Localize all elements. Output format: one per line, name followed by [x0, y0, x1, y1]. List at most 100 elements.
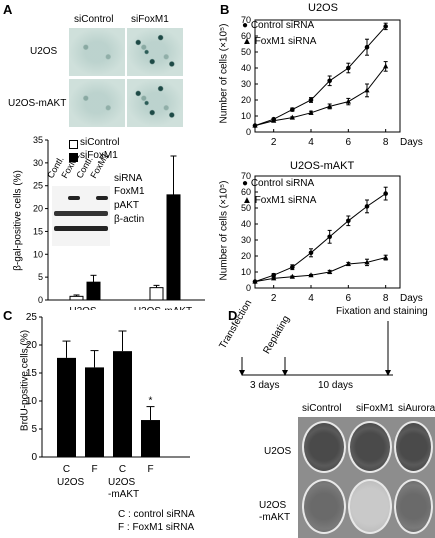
chart-b-bottom-point-foxm1: [289, 273, 295, 279]
legend-b-top-control: ● Control siRNA: [242, 20, 315, 31]
chart-c-significance-star: *: [149, 396, 153, 407]
panel-label-d: D: [228, 308, 238, 323]
micro-row-u2os-makt: U2OS-mAKT: [8, 98, 67, 109]
chart-c-group-u2os-makt-2: -mAKT: [108, 489, 140, 500]
chart-b-bottom: 0 10 20 30 40 50 60 70 2 4 6 8: [241, 171, 401, 304]
chart-b-top-point-foxm1: [364, 87, 370, 93]
dish-u2os-makt-sicontrol: [302, 479, 346, 534]
chart-b-top-ytick-label: 0: [246, 127, 251, 137]
chart-b-bottom-point-foxm1: [364, 259, 370, 265]
micro-row-u2os: U2OS: [30, 46, 58, 57]
chart-b-bottom-title: U2OS-mAKT: [290, 160, 355, 172]
chart-b-top-xtick-label: 8: [383, 137, 389, 148]
legend-b-top-control-text: Control siRNA: [250, 20, 315, 31]
chart-c-ylabel: BrdU-positive cells (%): [19, 329, 31, 432]
dish-u2os-sifoxm1: [348, 421, 392, 473]
chart-b-bottom-ytick-label: 70: [241, 171, 251, 181]
chart-b-top-point-foxm1: [252, 122, 258, 128]
chart-c-xtick-label: F: [147, 464, 153, 475]
micrograph-u2os-makt-sicontrol: [69, 79, 125, 127]
chart-b-bottom-xtick-label: 4: [308, 293, 314, 304]
legend-b-bottom-control-text: Control siRNA: [250, 178, 315, 189]
chart-b-bottom-frame: [254, 175, 401, 289]
dish-row-u2os-makt: U2OS -mAKT: [259, 500, 291, 523]
chart-c-footnote-c: C : control siRNA: [118, 509, 195, 520]
dish-u2os-siaurorab: [394, 421, 433, 473]
dish-col-sicontrol: siControl: [302, 403, 342, 414]
chart-c-xtick-label: F: [91, 464, 97, 475]
dish-u2os-makt-sifoxm1: [348, 479, 392, 534]
chart-b-top-point-control: [308, 97, 314, 103]
chart-b-bottom-point-foxm1: [252, 278, 258, 284]
chart-c-xtick-label: C: [63, 464, 70, 475]
chart-b-bottom-series-line: [254, 257, 386, 283]
western-blot: [52, 186, 110, 246]
chart-b-top-ylabel: Number of cells (×10⁵): [218, 23, 230, 124]
dish-u2os-makt-siaurorab: [394, 479, 433, 534]
chart-b-bottom-xtick-label: 2: [271, 293, 277, 304]
chart-c-group-u2os-makt-1: U2OS: [108, 477, 136, 488]
chart-b-top-ytick-label: 30: [241, 79, 251, 89]
micrograph-u2os-makt-sifoxm1: [127, 79, 183, 127]
panel-label-b: B: [220, 2, 230, 17]
legend-a-sicontrol: siControl: [80, 137, 120, 148]
legend-b-bottom-control: ● Control siRNA: [242, 178, 315, 189]
chart-b-top: 0 10 20 30 40 50 60 70 2 4 6 8: [241, 15, 401, 148]
micro-col-sifoxm1: siFoxM1: [131, 14, 169, 25]
chart-a-bar: [86, 281, 101, 301]
chart-b-bottom-ytick-label: 60: [241, 187, 251, 197]
chart-b-bottom-ytick-label: 30: [241, 235, 251, 245]
chart-a-ytick-label: 15: [33, 226, 43, 236]
chart-c-plot: 0 5 10 15 20 25 C F C F *: [26, 312, 190, 475]
chart-a-ytick-label: 30: [33, 158, 43, 168]
legend-b-bottom-foxm1: ▲ FoxM1 siRNA: [242, 195, 317, 206]
dish-col-siaurorab: siAuroraB: [398, 403, 435, 414]
timeline-duration-1: 3 days: [250, 380, 280, 391]
chart-a-bar: [149, 287, 164, 301]
chart-b-top-ytick-label: 70: [241, 15, 251, 25]
chart-a-ytick-label: 20: [33, 204, 43, 214]
chart-b-bottom-point-control: [327, 234, 332, 240]
legend-b-top-foxm1-text: FoxM1 siRNA: [254, 36, 317, 47]
chart-b-top-frame: [254, 19, 401, 133]
chart-c-ytick-label: 20: [26, 340, 38, 351]
chart-b-bottom-point-foxm1: [271, 275, 277, 281]
chart-b-bottom-point-control: [308, 250, 314, 256]
chart-a-bar: [69, 295, 84, 301]
legend-a-sifoxm1-swatch: [69, 153, 78, 162]
chart-a: 0 5 10 15 20 25 30 35 U2OS U2OS-mAKT: [33, 135, 205, 310]
chart-b-top-point-foxm1: [308, 109, 314, 115]
chart-b-bottom-series-line: [254, 193, 386, 283]
chart-b-top-xlabel: Days: [400, 137, 423, 148]
blot-label-foxm1: FoxM1: [114, 186, 145, 197]
chart-b-bottom-point-foxm1: [308, 272, 314, 278]
chart-b-bottom-ytick-label: 20: [241, 251, 251, 261]
blot-label-beta-actin: β-actin: [114, 214, 145, 225]
chart-c-bar: [141, 420, 160, 457]
micrograph-u2os-sicontrol: [69, 28, 125, 76]
chart-a-bars: [69, 155, 181, 301]
chart-b-bottom-ytick-label: 0: [246, 283, 251, 293]
chart-b-bottom-point-control: [290, 264, 295, 270]
chart-b-top-point-foxm1: [383, 63, 389, 69]
chart-b-bottom-point-foxm1: [327, 269, 333, 274]
chart-c-bar: [85, 367, 104, 457]
timeline-d: [239, 321, 393, 376]
chart-c-ytick-label: 0: [31, 452, 37, 463]
chart-b-top-point-foxm1: [327, 103, 333, 109]
chart-b-top-series-line: [254, 66, 387, 127]
chart-b-top-point-foxm1: [345, 98, 351, 104]
dish-u2os-sicontrol: [302, 421, 346, 473]
timeline-arrow-fixation: [385, 370, 391, 376]
timeline-label-fixation: Fixation and staining: [336, 306, 428, 317]
chart-c-ytick-label: 15: [26, 368, 38, 379]
chart-b-top-xtick-label: 2: [271, 137, 277, 148]
panel-label-c: C: [3, 308, 13, 323]
chart-b-top-point-control: [346, 65, 351, 71]
chart-b-top-series-line: [254, 26, 387, 127]
chart-b-top-ytick-label: 10: [241, 111, 251, 121]
chart-c-bar: [57, 357, 76, 457]
legend-a-sicontrol-swatch: [69, 140, 78, 149]
dish-col-sifoxm1: siFoxM1: [356, 403, 394, 414]
chart-b-bottom-plot: 0 10 20 30 40 50 60 70 2 4 6 8: [241, 171, 401, 304]
